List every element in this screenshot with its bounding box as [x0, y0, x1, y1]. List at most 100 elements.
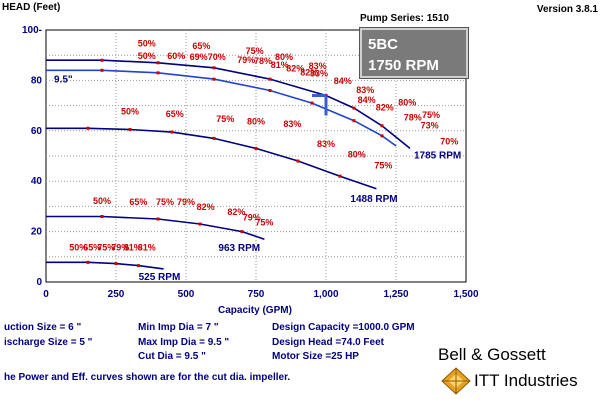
efficiency-label: 81% — [271, 60, 289, 70]
y-axis-title: HEAD (Feet) — [2, 2, 61, 13]
efficiency-label: 50% — [138, 51, 156, 61]
cut-dia: Cut Dia = 9.5 " — [138, 351, 206, 362]
x-tick-label: 750 — [248, 289, 265, 300]
curve-point — [170, 130, 174, 134]
curve-point — [212, 77, 216, 81]
curve-point — [296, 159, 300, 163]
efficiency-label: 65% — [129, 197, 147, 207]
series-label: 9.5" — [54, 74, 73, 85]
efficiency-label: 75% — [216, 114, 234, 124]
efficiency-label: 82% — [376, 103, 394, 113]
model-speed: 1750 RPM — [368, 57, 439, 74]
curve-point — [156, 61, 160, 65]
brand-name: Bell & Gossett — [438, 345, 546, 364]
curve-point — [380, 124, 384, 128]
y-tick-label: 60 — [31, 126, 43, 137]
series-label: 1785 RPM — [414, 150, 461, 161]
curve-point — [156, 217, 160, 221]
curve-point — [156, 71, 160, 75]
version-label: Version 3.8.1 — [536, 4, 598, 15]
efficiency-label: 83% — [283, 119, 301, 129]
model-name: 5BC — [368, 36, 399, 53]
efficiency-label: 75% — [97, 243, 115, 253]
efficiency-label: 75% — [374, 161, 392, 171]
model-box: 5BC 1750 RPM — [359, 27, 469, 79]
efficiency-label: 82% — [227, 207, 245, 217]
min-imp-dia: Min Imp Dia = 7 " — [138, 322, 219, 333]
y-tick-label: 80 — [31, 75, 43, 86]
y-tick-label: 0 — [36, 277, 42, 288]
efficiency-label: 84% — [358, 95, 376, 105]
design-head: Design Head =74.0 Feet — [272, 337, 384, 348]
efficiency-label: 73% — [421, 120, 439, 130]
y-tick-label: 40 — [31, 176, 43, 187]
efficiency-label: 81% — [124, 243, 142, 253]
efficiency-label: 70% — [440, 137, 458, 147]
curve-point — [114, 262, 118, 266]
curve-point — [380, 134, 384, 138]
y-tick-labels: 0 20 40 60 80 100- — [22, 25, 42, 288]
efficiency-label: 60% — [167, 51, 185, 61]
curve-point — [352, 106, 356, 110]
efficiency-label: 69% — [190, 52, 208, 62]
y-tick-label: 100- — [22, 25, 42, 36]
efficiency-label: 82% — [300, 67, 318, 77]
x-axis-title: Capacity (GPM) — [218, 305, 292, 316]
efficiency-label: 75% — [422, 110, 440, 120]
curve-point — [240, 230, 244, 234]
efficiency-label: 79% — [237, 55, 255, 65]
series-label: 963 RPM — [218, 243, 260, 254]
footnote: he Power and Eff. curves shown are for t… — [4, 372, 291, 383]
efficiency-label: 83% — [309, 61, 327, 71]
series-label: 525 RPM — [139, 272, 181, 283]
efficiency-label: 80% — [348, 149, 366, 159]
pump-series-label: Pump Series: 1510 — [360, 13, 449, 24]
x-tick-label: 1,500 — [453, 289, 478, 300]
efficiency-label: 50% — [69, 243, 87, 253]
efficiency-label: 83% — [310, 69, 328, 79]
motor-size: Motor Size =25 HP — [272, 351, 359, 362]
efficiency-label: 65% — [166, 109, 184, 119]
efficiency-label: 50% — [138, 38, 156, 48]
efficiency-label: 83% — [317, 139, 335, 149]
efficiency-label: 82% — [286, 64, 304, 74]
itt-logo-icon — [441, 367, 471, 395]
efficiency-label: 82% — [197, 202, 215, 212]
y-tick-label: 20 — [31, 227, 43, 238]
company-name: ITT Industries — [474, 371, 578, 390]
design-capacity: Design Capacity =1000.0 GPM — [272, 322, 415, 333]
curve-point — [100, 58, 104, 62]
grid-lines — [46, 30, 466, 282]
efficiency-label: 79% — [111, 243, 129, 253]
series-label: 1488 RPM — [350, 194, 397, 205]
efficiency-label: 70% — [208, 52, 226, 62]
efficiency-label: 65% — [83, 243, 101, 253]
pump-curves: 9.5" 1785 RPM 1488 RPM 963 RPM 525 RPM — [46, 58, 461, 283]
curve-point — [198, 222, 202, 226]
efficiency-label: 80% — [247, 117, 265, 127]
curve-3 — [46, 215, 265, 240]
discharge-size: ischarge Size = 5 " — [4, 337, 93, 348]
x-tick-label: 250 — [108, 289, 125, 300]
curve-point — [212, 66, 216, 70]
efficiency-label: 78% — [254, 56, 272, 66]
efficiency-label: 75% — [255, 217, 273, 227]
efficiency-label: 65% — [192, 41, 210, 51]
efficiency-labels: 50% 65%75%80%83%84%83%80%75%70%50% 60% 69% 7… — [69, 38, 458, 252]
x-tick-label: 1,250 — [383, 289, 408, 300]
curve-point — [268, 88, 272, 92]
efficiency-label: 81% — [138, 243, 156, 253]
efficiency-label: 75% — [246, 46, 264, 56]
efficiency-label: 83% — [356, 85, 374, 95]
curve-point — [338, 174, 342, 178]
x-tick-label: 1,000 — [313, 289, 338, 300]
curve-point — [86, 126, 90, 130]
max-imp-dia: Max Imp Dia = 9.5 " — [138, 337, 230, 348]
efficiency-label: 50% — [93, 196, 111, 206]
efficiency-label: 75% — [156, 197, 174, 207]
curve-point — [352, 119, 356, 123]
efficiency-label: 80% — [398, 98, 416, 108]
x-tick-labels: 0 250 500 750 1,000 1,250 1,500 — [43, 289, 479, 300]
efficiency-label: 80% — [275, 52, 293, 62]
